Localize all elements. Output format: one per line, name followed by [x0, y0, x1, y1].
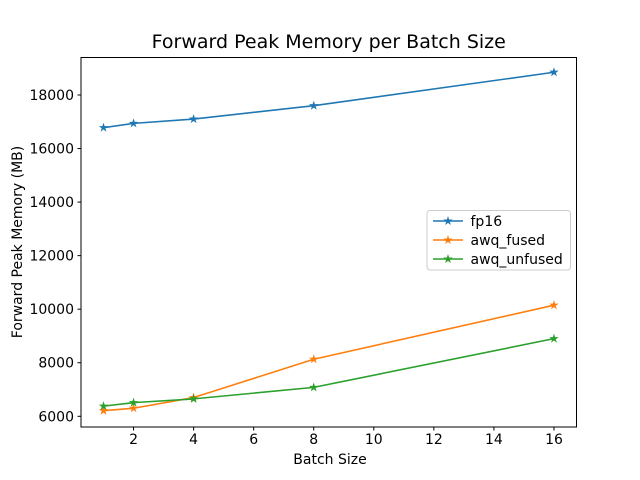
series-marker-awq_unfused	[188, 393, 199, 403]
series-marker-awq_fused	[98, 405, 109, 415]
x-tick-label: 6	[249, 432, 258, 448]
series-marker-fp16	[549, 67, 559, 77]
y-tick-label: 14000	[29, 195, 74, 211]
x-tick-label: 12	[425, 432, 443, 448]
legend-marker-awq_unfused	[443, 254, 453, 264]
y-tick-label: 10000	[29, 302, 74, 318]
x-tick-label: 14	[485, 432, 503, 448]
series-marker-awq_fused	[128, 403, 139, 413]
series-marker-awq_unfused	[308, 382, 319, 392]
y-tick-label: 8000	[38, 356, 74, 372]
series-line-awq_unfused	[103, 337, 555, 407]
plot-border	[80, 57, 577, 428]
series-marker-awq_unfused	[98, 401, 109, 411]
legend-box	[426, 210, 571, 271]
legend-label-awq_unfused: awq_unfused	[471, 252, 563, 268]
x-tick-label: 10	[365, 432, 383, 448]
legend-marker-fp16	[443, 216, 453, 226]
y-tick-label: 12000	[29, 249, 74, 265]
x-tick-label: 8	[309, 432, 318, 448]
legend-label-awq_fused: awq_fused	[471, 233, 546, 249]
series-line-fp16	[103, 71, 555, 129]
legend-marker-awq_fused	[443, 235, 453, 245]
x-axis-label: Batch Size	[293, 452, 366, 468]
series-marker-fp16	[128, 118, 139, 128]
series-layer	[98, 67, 559, 415]
series-marker-fp16	[188, 114, 199, 124]
series-line-awq_fused	[103, 304, 555, 412]
series-marker-awq_fused	[549, 300, 559, 310]
series-marker-fp16	[308, 100, 319, 110]
y-tick-label: 6000	[38, 409, 74, 425]
legend: fp16 awq_fused awq_unfused	[426, 210, 571, 271]
series-marker-awq_unfused	[128, 397, 139, 407]
x-tick-label: 16	[545, 432, 563, 448]
series-marker-awq_fused	[308, 354, 319, 364]
y-tick-label: 18000	[29, 88, 74, 104]
y-axis-label: Forward Peak Memory (MB)	[10, 146, 26, 338]
series-marker-awq_unfused	[549, 333, 559, 343]
axes-layer: 2 4 6 8 10 12 14 16 6000 8000 10000 12000 14000 16000…	[29, 57, 577, 448]
x-tick-label: 4	[189, 432, 198, 448]
series-marker-fp16	[98, 122, 109, 132]
y-tick-label: 16000	[29, 142, 74, 158]
chart-title: Forward Peak Memory per Batch Size	[152, 31, 506, 53]
x-tick-label: 2	[129, 432, 138, 448]
legend-label-fp16: fp16	[471, 214, 503, 230]
